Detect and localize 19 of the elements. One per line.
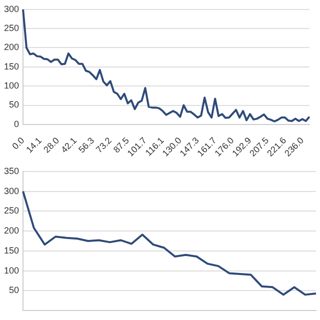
y-tick-label: 50	[9, 285, 20, 296]
y-tick-label: 100	[4, 80, 20, 91]
y-tick-label: 150	[4, 245, 20, 256]
x-tick-label: 14.1	[24, 135, 44, 155]
y-tick-label: 350	[4, 166, 20, 176]
y-tick-label: 300	[4, 4, 20, 14]
x-tick-label: 42.1	[59, 135, 79, 155]
y-tick-label: 250	[4, 23, 20, 34]
y-tick-label: 50	[9, 100, 20, 110]
y-tick-label: 250	[4, 206, 20, 216]
x-tick-label: 73.2	[94, 135, 114, 155]
y-tick-label: 200	[4, 226, 20, 236]
x-tick-label: 56.3	[76, 135, 96, 155]
y-tick-label: 150	[4, 61, 20, 72]
x-tick-label: 0.0	[10, 135, 26, 152]
y-tick-label: 100	[4, 265, 20, 276]
y-tick-label: 200	[4, 42, 20, 52]
y-tick-label: 300	[4, 186, 20, 196]
y-tick-label: 0	[14, 118, 20, 129]
